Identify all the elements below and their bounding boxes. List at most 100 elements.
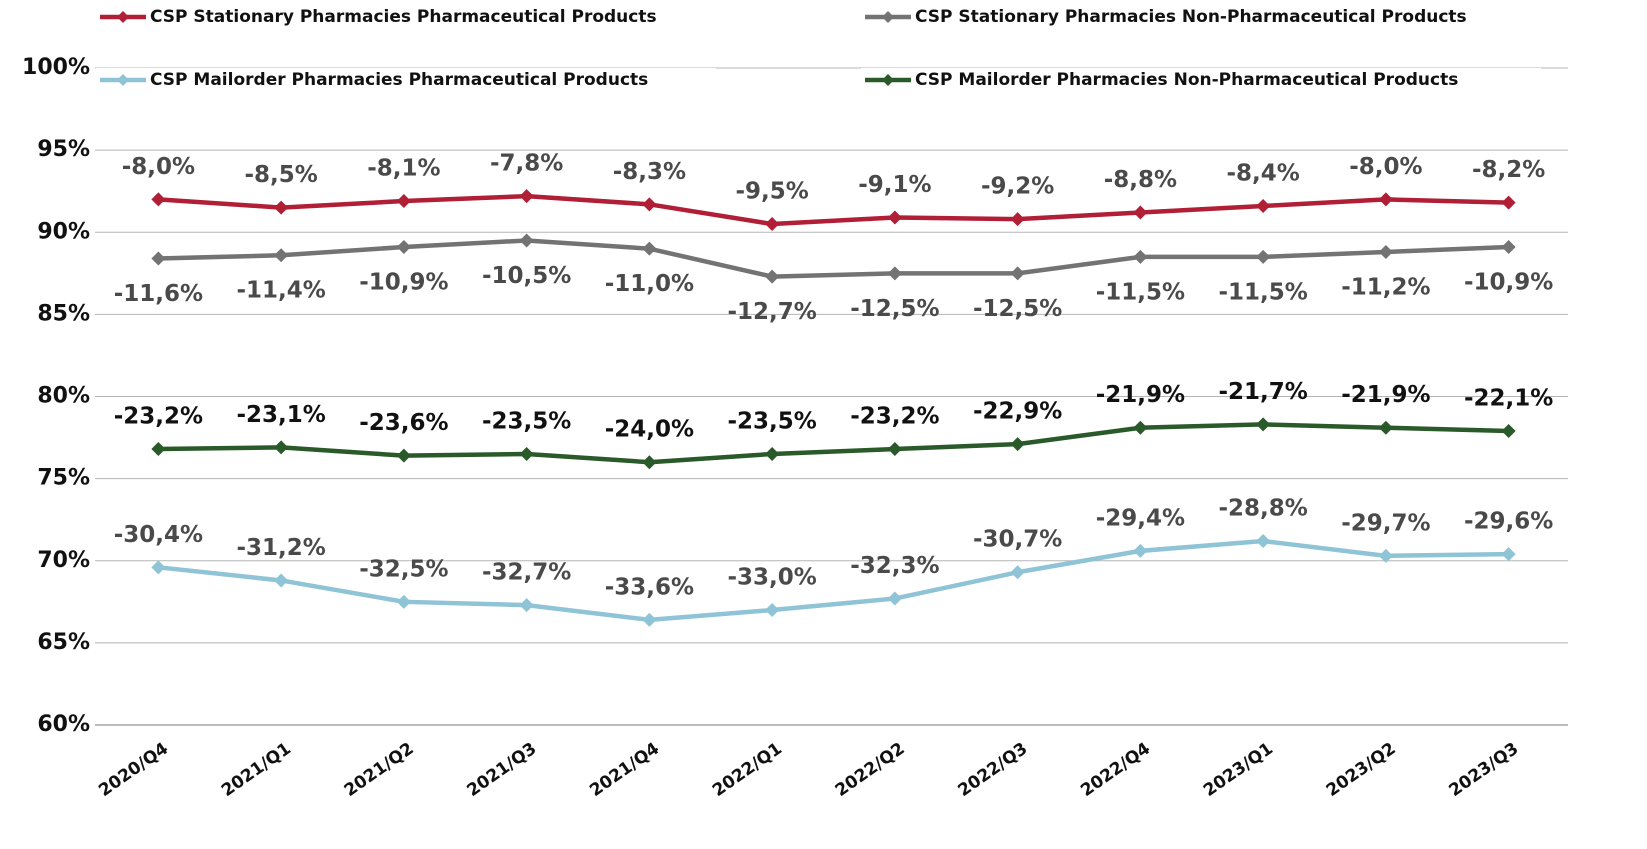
data-point bbox=[1256, 249, 1271, 264]
legend-label: CSP Mailorder Pharmacies Non-Pharmaceuti… bbox=[915, 70, 1458, 90]
data-label: -9,5% bbox=[735, 179, 808, 205]
data-point bbox=[887, 210, 902, 225]
data-label: -8,3% bbox=[613, 159, 686, 185]
legend-marker bbox=[117, 11, 129, 23]
y-tick-label: 60% bbox=[37, 712, 90, 737]
data-label: -23,5% bbox=[482, 408, 571, 434]
data-label: -12,7% bbox=[727, 299, 816, 325]
data-label: -32,7% bbox=[482, 560, 571, 586]
data-label: -21,7% bbox=[1218, 379, 1307, 405]
legend-bg bbox=[861, 5, 1541, 29]
data-label: -11,2% bbox=[1341, 274, 1430, 300]
legend-bg bbox=[861, 68, 1541, 92]
data-label: -28,8% bbox=[1218, 496, 1307, 522]
data-point bbox=[1256, 198, 1271, 213]
legend-label: CSP Mailorder Pharmacies Pharmaceutical … bbox=[150, 70, 648, 90]
data-label: -8,1% bbox=[367, 156, 440, 182]
series-line bbox=[158, 538, 1509, 623]
legend-marker bbox=[882, 11, 894, 23]
data-label: -8,2% bbox=[1472, 157, 1545, 183]
data-point bbox=[1010, 266, 1025, 281]
data-label: -8,5% bbox=[244, 162, 317, 188]
data-point bbox=[1010, 437, 1025, 452]
data-point bbox=[642, 612, 657, 627]
data-point bbox=[151, 251, 166, 266]
legend-bg bbox=[96, 68, 716, 92]
y-tick-label: 65% bbox=[37, 630, 90, 655]
data-point bbox=[151, 442, 166, 457]
data-point bbox=[396, 240, 411, 255]
data-point bbox=[274, 248, 289, 263]
legend-label: CSP Stationary Pharmacies Pharmaceutical… bbox=[150, 7, 657, 27]
data-label: -8,0% bbox=[1349, 154, 1422, 180]
data-point bbox=[1378, 244, 1393, 259]
data-point bbox=[274, 200, 289, 215]
x-tick-label: 2020/Q4 bbox=[95, 739, 172, 801]
x-tick-label: 2023/Q3 bbox=[1446, 739, 1523, 801]
data-label: -29,6% bbox=[1464, 509, 1553, 535]
data-point bbox=[1010, 212, 1025, 227]
y-tick-label: 70% bbox=[37, 548, 90, 573]
data-point bbox=[396, 448, 411, 463]
data-label: -30,7% bbox=[973, 527, 1062, 553]
data-label: -7,8% bbox=[490, 151, 563, 177]
y-tick-label: 85% bbox=[37, 301, 90, 326]
data-label: -30,4% bbox=[114, 522, 203, 548]
data-point bbox=[1378, 192, 1393, 207]
data-point bbox=[887, 442, 902, 457]
data-point bbox=[1133, 420, 1148, 435]
data-point bbox=[1501, 240, 1516, 255]
data-point bbox=[642, 197, 657, 212]
data-label: -12,5% bbox=[850, 296, 939, 322]
data-point bbox=[1378, 548, 1393, 563]
data-label: -8,8% bbox=[1104, 167, 1177, 193]
data-point bbox=[887, 266, 902, 281]
series-line bbox=[158, 193, 1509, 227]
x-tick-label: 2022/Q4 bbox=[1077, 739, 1154, 801]
data-label: -31,2% bbox=[236, 535, 325, 561]
data-point bbox=[765, 603, 780, 618]
data-point bbox=[151, 192, 166, 207]
data-point bbox=[1133, 205, 1148, 220]
data-point bbox=[1133, 543, 1148, 558]
data-label: -8,4% bbox=[1226, 160, 1299, 186]
data-label: -33,6% bbox=[605, 574, 694, 600]
data-label: -24,0% bbox=[605, 417, 694, 443]
data-point bbox=[765, 269, 780, 284]
data-label: -23,2% bbox=[114, 404, 203, 430]
data-point bbox=[642, 241, 657, 256]
data-point bbox=[274, 573, 289, 588]
data-point bbox=[765, 446, 780, 461]
x-tick-label: 2022/Q3 bbox=[955, 739, 1032, 801]
x-tick-label: 2023/Q2 bbox=[1323, 739, 1400, 801]
data-label: -23,5% bbox=[727, 408, 816, 434]
data-point bbox=[396, 594, 411, 609]
data-label: -23,2% bbox=[850, 404, 939, 430]
x-tick-label: 2022/Q1 bbox=[709, 739, 786, 801]
y-tick-label: 90% bbox=[37, 219, 90, 244]
data-point bbox=[151, 560, 166, 575]
data-label: -11,6% bbox=[114, 281, 203, 307]
data-label: -11,5% bbox=[1218, 279, 1307, 305]
data-point bbox=[1256, 534, 1271, 549]
legend-marker bbox=[882, 74, 894, 86]
data-label: -11,5% bbox=[1096, 279, 1185, 305]
data-point bbox=[396, 194, 411, 209]
x-tick-label: 2021/Q4 bbox=[586, 739, 663, 801]
data-label: -21,9% bbox=[1341, 382, 1430, 408]
data-label: -33,0% bbox=[727, 565, 816, 591]
data-point bbox=[765, 217, 780, 232]
legend-marker bbox=[117, 74, 129, 86]
data-point bbox=[1501, 195, 1516, 210]
data-label: -22,1% bbox=[1464, 385, 1553, 411]
y-tick-label: 100% bbox=[22, 55, 90, 80]
data-point bbox=[1501, 547, 1516, 562]
data-label: -11,4% bbox=[236, 278, 325, 304]
data-label: -8,0% bbox=[122, 154, 195, 180]
x-tick-label: 2021/Q2 bbox=[341, 739, 418, 801]
data-label: -32,3% bbox=[850, 553, 939, 579]
data-label: -10,9% bbox=[1464, 270, 1553, 296]
x-tick-label: 2022/Q2 bbox=[832, 739, 909, 801]
data-label: -32,5% bbox=[359, 556, 448, 582]
